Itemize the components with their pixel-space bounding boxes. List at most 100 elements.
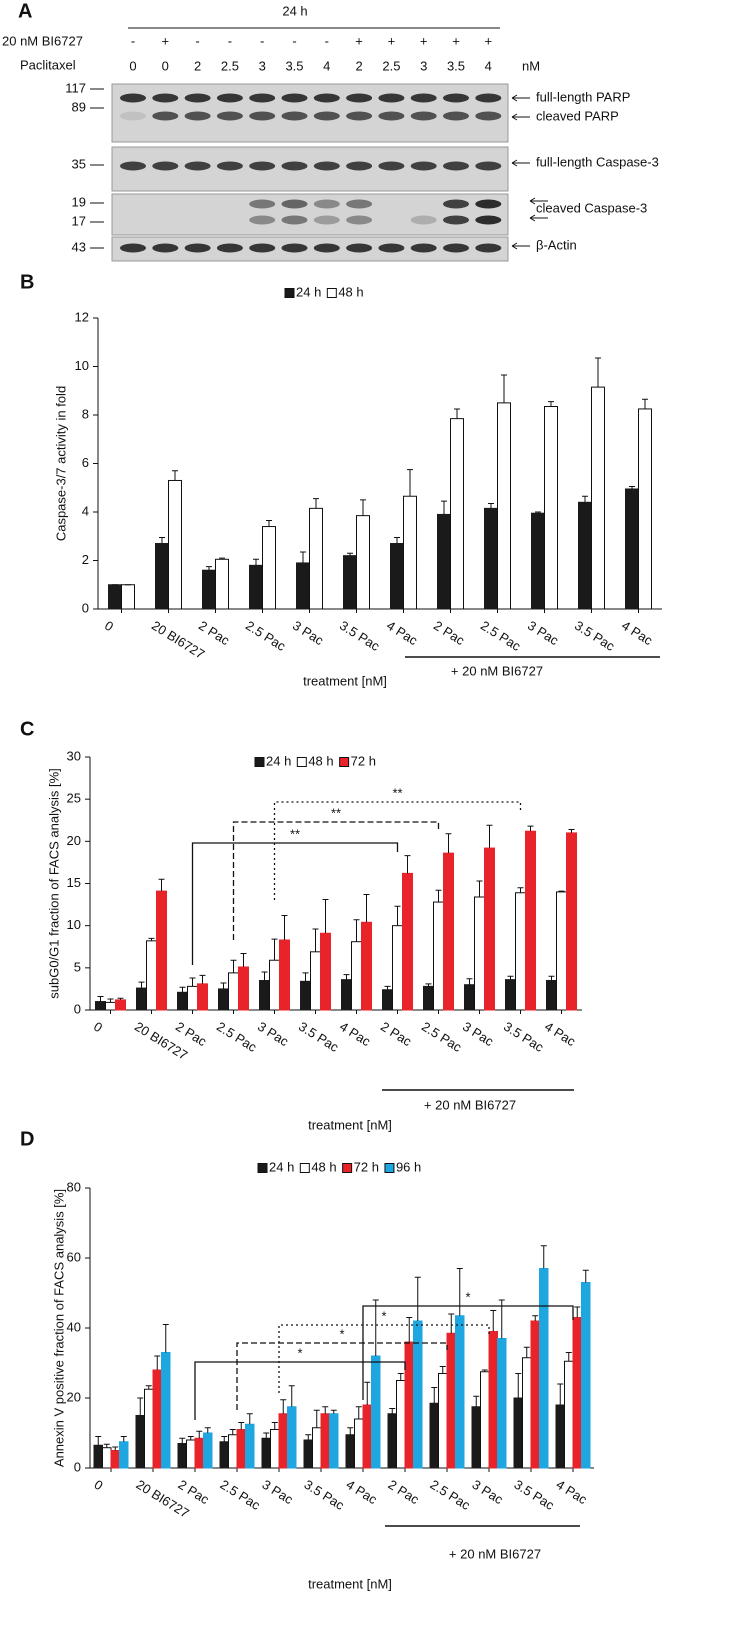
- treatment-sign: -: [292, 33, 296, 48]
- band: [120, 243, 146, 253]
- concentration: 0: [129, 58, 136, 73]
- y-tick-label: 40: [67, 1319, 81, 1334]
- error-bar: [145, 1385, 152, 1390]
- y-tick-label: 60: [67, 1249, 81, 1264]
- x-tick-label: 4 Pac: [619, 618, 656, 649]
- band: [281, 199, 308, 209]
- error-bar: [206, 566, 212, 571]
- bar: [530, 1320, 540, 1469]
- significance-label: **: [392, 785, 402, 800]
- error-bar: [568, 829, 575, 833]
- bar: [202, 569, 216, 610]
- y-axis-title: subG0/G1 fraction of FACS analysis [%]: [46, 768, 61, 999]
- y-tick-label: 80: [67, 1179, 81, 1194]
- bar: [262, 526, 276, 610]
- error-bar: [240, 952, 247, 967]
- legend-label: 24 h: [269, 1159, 294, 1174]
- error-bar: [199, 974, 206, 984]
- legend-label: 24 h: [296, 284, 321, 299]
- x-tick-label: 4 Pac: [542, 1019, 579, 1050]
- concentration: 2: [194, 58, 201, 73]
- legend-swatch: [284, 288, 295, 298]
- legend-swatch: [339, 757, 350, 767]
- x-tick-label: 2.5 Pac: [419, 1019, 465, 1055]
- bar: [566, 832, 577, 1011]
- bar: [423, 985, 434, 1011]
- bar: [525, 830, 536, 1011]
- error-bar: [172, 470, 178, 481]
- band: [184, 93, 211, 103]
- x-tick-label: 3.5 Pac: [337, 618, 383, 654]
- error-bar: [540, 1245, 547, 1269]
- error-bar: [137, 1397, 144, 1416]
- band: [249, 93, 276, 103]
- error-bar: [95, 1436, 102, 1446]
- error-bar: [456, 1268, 463, 1316]
- error-bar: [300, 551, 306, 563]
- error-bar: [322, 899, 329, 934]
- band: [152, 161, 179, 171]
- bar: [488, 1331, 498, 1469]
- error-bar: [517, 887, 524, 893]
- error-bar: [281, 915, 288, 941]
- bar: [287, 1406, 297, 1469]
- error-bar: [501, 374, 507, 403]
- group-label: + 20 nM BI6727: [449, 1546, 541, 1561]
- x-tick-label: 2.5 Pac: [428, 1477, 474, 1513]
- error-bar: [407, 469, 413, 497]
- bar: [343, 555, 357, 610]
- bar: [320, 1413, 330, 1469]
- band: [249, 111, 276, 121]
- bar: [269, 959, 280, 1011]
- band: [184, 161, 211, 171]
- arrow-head: [529, 197, 536, 205]
- band: [443, 199, 469, 209]
- bar: [136, 987, 147, 1011]
- mw-marker: 117: [65, 80, 86, 95]
- y-axis-title: Annexin V positive fraction of FACS anal…: [51, 1189, 66, 1467]
- band: [152, 243, 179, 253]
- band: [346, 161, 373, 171]
- error-bar: [263, 1432, 270, 1439]
- band: [120, 111, 146, 121]
- band: [249, 215, 276, 225]
- band: [120, 93, 146, 103]
- x-tick-label: 4 Pac: [344, 1477, 381, 1508]
- legend-label: 48 h: [308, 753, 333, 768]
- bar: [110, 1450, 120, 1469]
- x-tick-label: 0: [91, 1019, 105, 1036]
- band: [281, 111, 308, 121]
- error-bar: [384, 985, 391, 990]
- x-tick-label: 0: [92, 1477, 106, 1494]
- bar: [245, 1423, 255, 1469]
- error-bar: [162, 1324, 169, 1353]
- error-bar: [439, 1366, 446, 1374]
- band: [281, 93, 308, 103]
- error-bar: [107, 998, 114, 1003]
- error-bar: [117, 997, 124, 1000]
- x-tick-label: 0: [102, 618, 116, 635]
- bar: [278, 1413, 288, 1469]
- error-bar: [305, 1434, 312, 1440]
- error-bar: [271, 938, 278, 961]
- treatment-sign: +: [485, 33, 493, 48]
- band: [281, 161, 308, 171]
- bar: [443, 852, 454, 1011]
- error-bar: [466, 978, 473, 985]
- error-bar: [353, 919, 360, 942]
- x-tick-label: 4 Pac: [384, 618, 421, 649]
- panel-label: A: [18, 0, 32, 22]
- bar: [578, 501, 592, 610]
- bar: [396, 1380, 406, 1469]
- band: [249, 161, 276, 171]
- bar: [279, 939, 290, 1011]
- arrow-head: [511, 113, 518, 121]
- bar: [108, 584, 122, 610]
- x-tick-label: 3.5 Pac: [572, 618, 618, 654]
- treatment-sign: -: [260, 33, 264, 48]
- bar: [539, 1268, 549, 1469]
- bar: [531, 512, 545, 610]
- band: [410, 215, 437, 225]
- error-bar: [486, 824, 493, 849]
- error-bar: [582, 1269, 589, 1283]
